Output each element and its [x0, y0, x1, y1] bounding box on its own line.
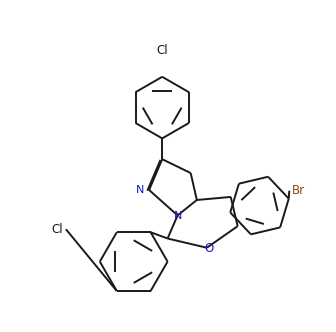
Text: Br: Br [292, 184, 305, 197]
Text: Cl: Cl [51, 223, 63, 236]
Text: O: O [205, 242, 214, 255]
Text: N: N [173, 211, 182, 221]
Text: N: N [136, 185, 144, 195]
Text: Cl: Cl [156, 44, 168, 57]
